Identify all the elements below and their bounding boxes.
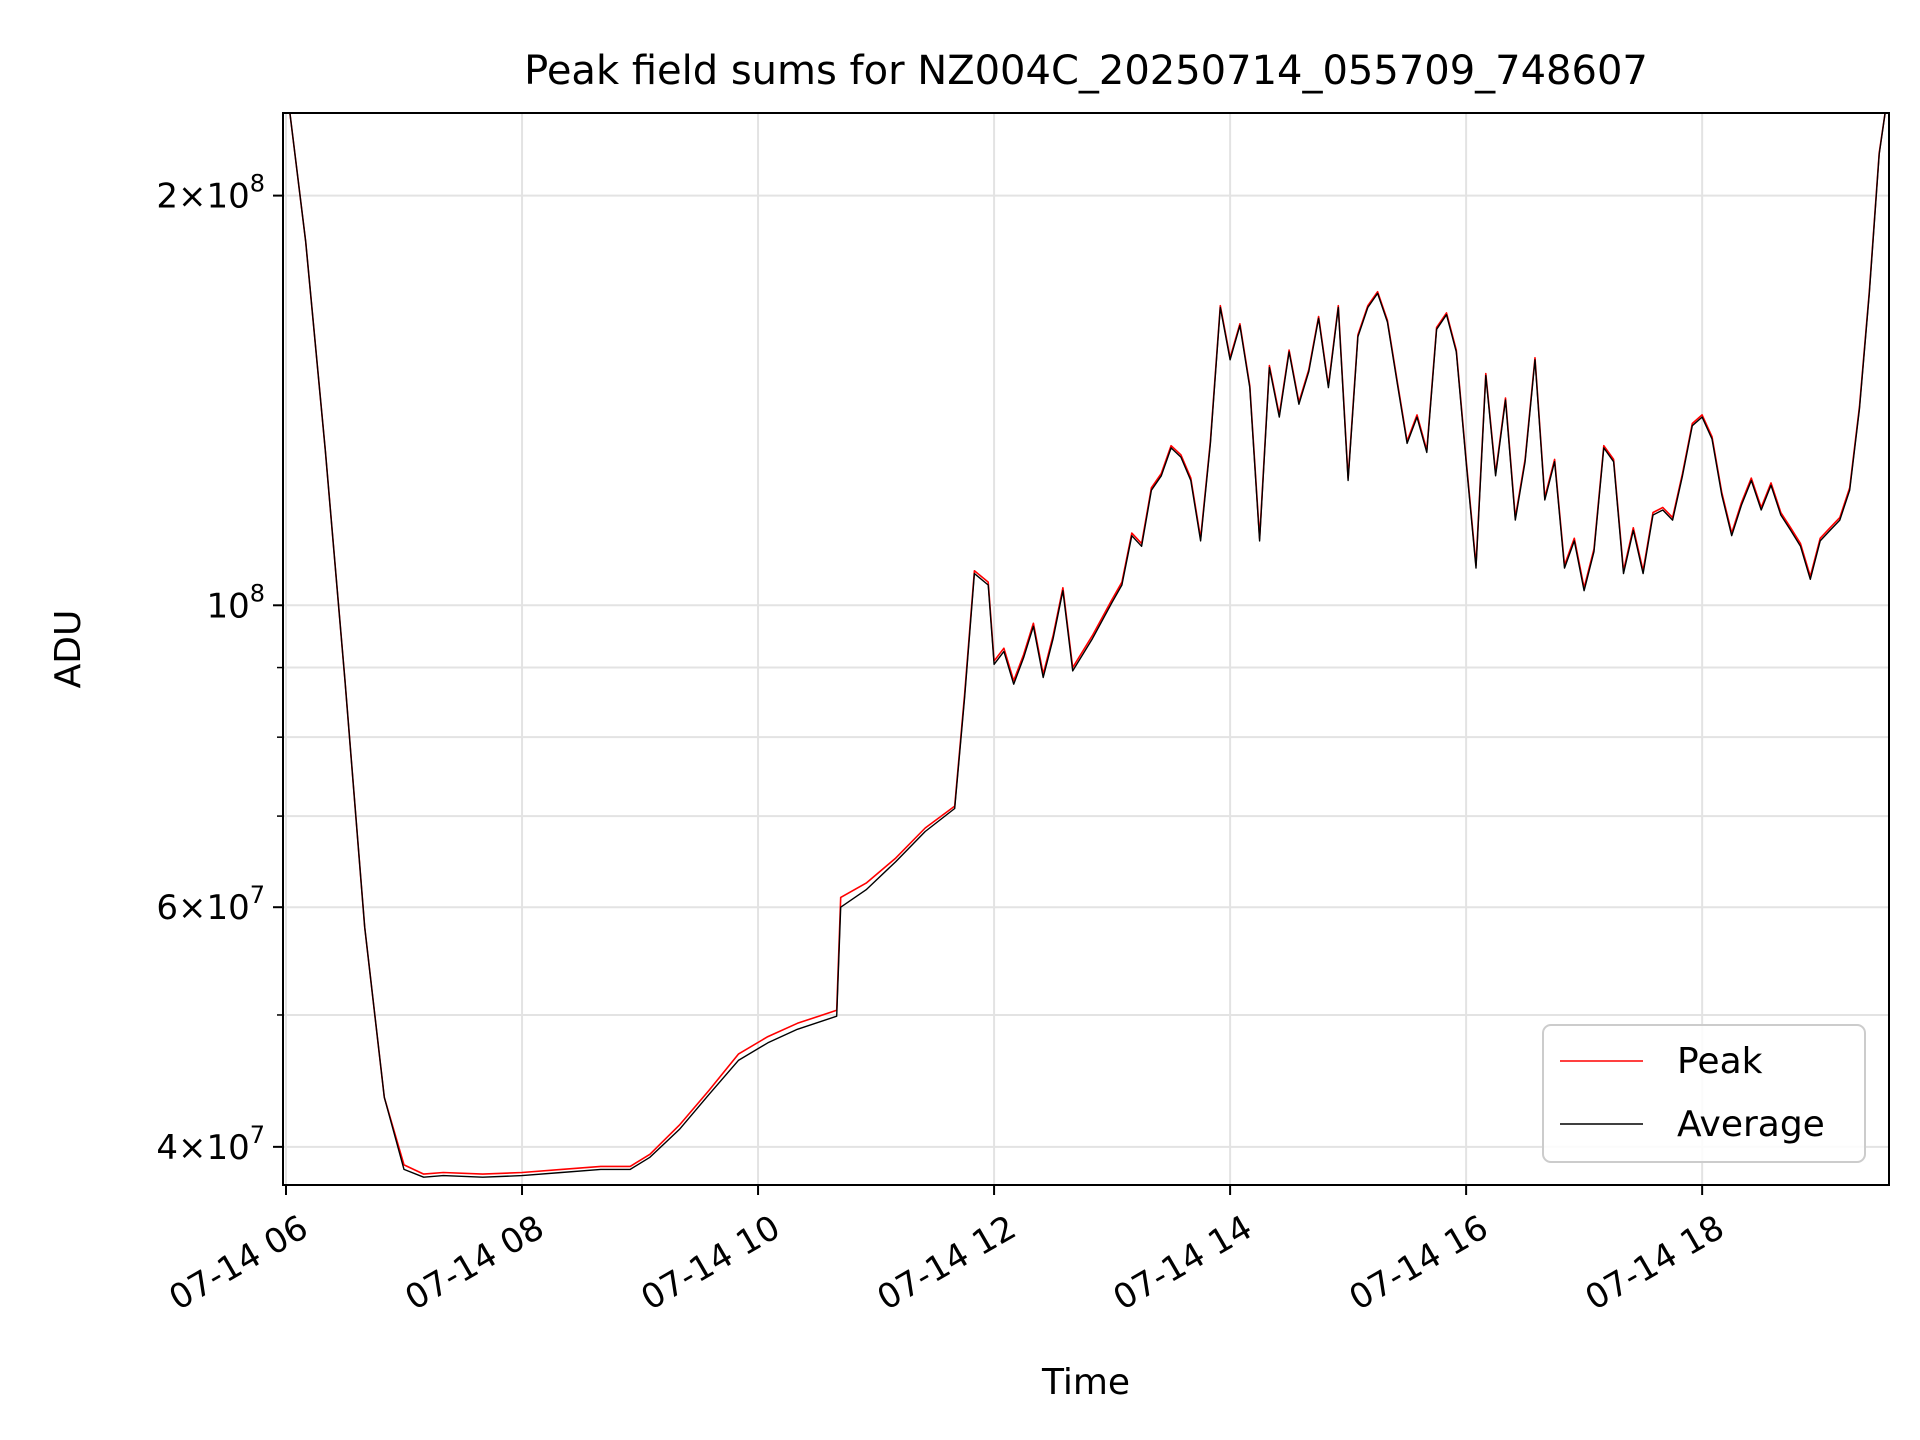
y-tick-label: 2×108: [156, 170, 265, 217]
legend: Peak Average: [1542, 1024, 1866, 1163]
y-tick-base: 6×10: [156, 888, 249, 928]
y-tick-base: 4×10: [156, 1128, 249, 1168]
y-tick-exponent: 8: [250, 170, 265, 198]
y-tick-base: 10: [206, 586, 249, 626]
series-line-average: [289, 113, 1886, 1178]
legend-box: [1542, 1024, 1866, 1163]
y-axis-label: ADU: [48, 610, 89, 689]
legend-label-average: Average: [1677, 1104, 1825, 1145]
x-axis-label: Time: [1041, 1362, 1130, 1403]
legend-label-peak: Peak: [1677, 1041, 1763, 1082]
plot-frame: [282, 112, 1890, 1186]
chart-title: Peak field sums for NZ004C_20250714_0557…: [524, 48, 1648, 94]
y-tick-label: 108: [206, 579, 265, 626]
y-tick-base: 2×10: [156, 177, 249, 217]
y-tick-label: 4×107: [156, 1121, 265, 1168]
y-tick-exponent: 8: [250, 579, 265, 607]
y-tick-exponent: 7: [250, 1121, 265, 1149]
y-tick-label: 6×107: [156, 881, 265, 928]
series-layer: [289, 113, 1886, 1178]
y-tick-exponent: 7: [250, 881, 265, 909]
grid-lines: [283, 113, 1889, 1185]
